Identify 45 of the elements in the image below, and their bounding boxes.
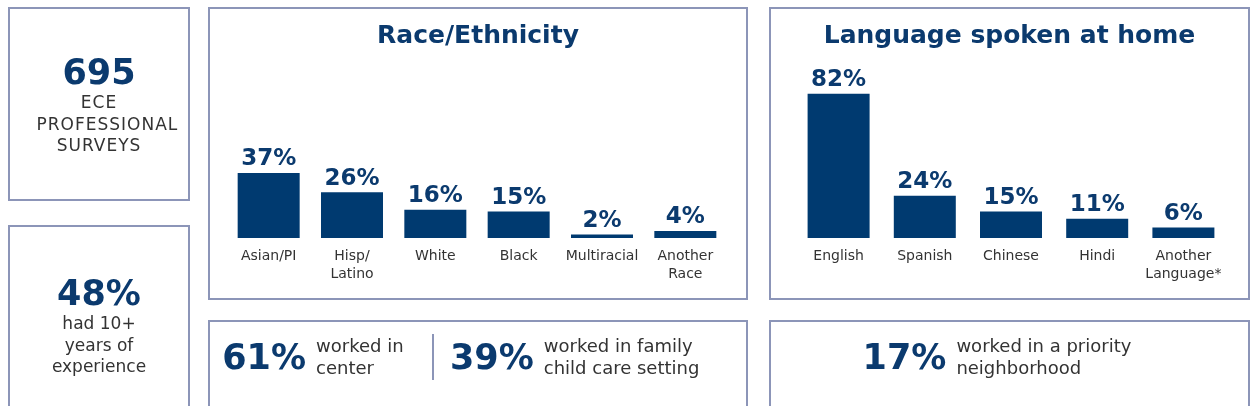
data-label: 4%: [665, 202, 705, 229]
x-tick-label: Spanish: [897, 247, 953, 263]
chart-title: Race/Ethnicity: [377, 20, 579, 49]
text: 48%: [57, 273, 141, 314]
text: worked in center: [316, 334, 405, 380]
x-tick-label: Another Language*: [1145, 247, 1222, 281]
bar: [1066, 218, 1129, 238]
data-label: 6%: [1163, 198, 1203, 225]
data-label: 16%: [407, 181, 463, 208]
bar: [1152, 227, 1215, 238]
data-label: 82%: [811, 65, 867, 92]
bar: [807, 93, 870, 238]
x-tick-label: Chinese: [983, 247, 1039, 263]
chart-title: Language spoken at home: [823, 20, 1196, 49]
x-tick-label: Another Race: [657, 247, 714, 281]
bar: [487, 211, 550, 238]
text: worked in family child care setting: [543, 334, 701, 380]
data-label: 26%: [324, 163, 380, 190]
bar: [237, 172, 300, 238]
x-tick-label: English: [813, 247, 864, 263]
text: ECE PROFESSIONAL SURVEYS: [36, 92, 179, 156]
text: 61%: [222, 336, 306, 378]
text: 17%: [862, 336, 947, 378]
data-label: 37%: [241, 144, 297, 171]
x-tick-label: Asian/PI: [240, 247, 297, 263]
text: 695: [62, 52, 136, 93]
data-label: 2%: [582, 205, 622, 232]
x-tick-label: Hisp/ Latino: [330, 247, 374, 281]
data-label: 24%: [897, 167, 953, 194]
text: worked in a priority neighborhood: [956, 334, 1133, 380]
bar: [654, 230, 717, 238]
x-tick-label: Hindi: [1079, 247, 1116, 263]
bar: [571, 234, 633, 238]
bar: [980, 211, 1042, 238]
data-label: 15%: [491, 183, 547, 210]
x-tick-label: Multiracial: [565, 247, 639, 263]
bar: [404, 209, 467, 238]
bar: [321, 192, 383, 238]
x-tick-label: Black: [499, 247, 539, 263]
data-label: 15%: [983, 183, 1039, 210]
text: 39%: [450, 336, 534, 378]
x-tick-label: White: [414, 247, 456, 263]
data-label: 11%: [1069, 190, 1125, 217]
bar: [893, 195, 956, 238]
text: had 10+ years of experience: [50, 313, 148, 377]
